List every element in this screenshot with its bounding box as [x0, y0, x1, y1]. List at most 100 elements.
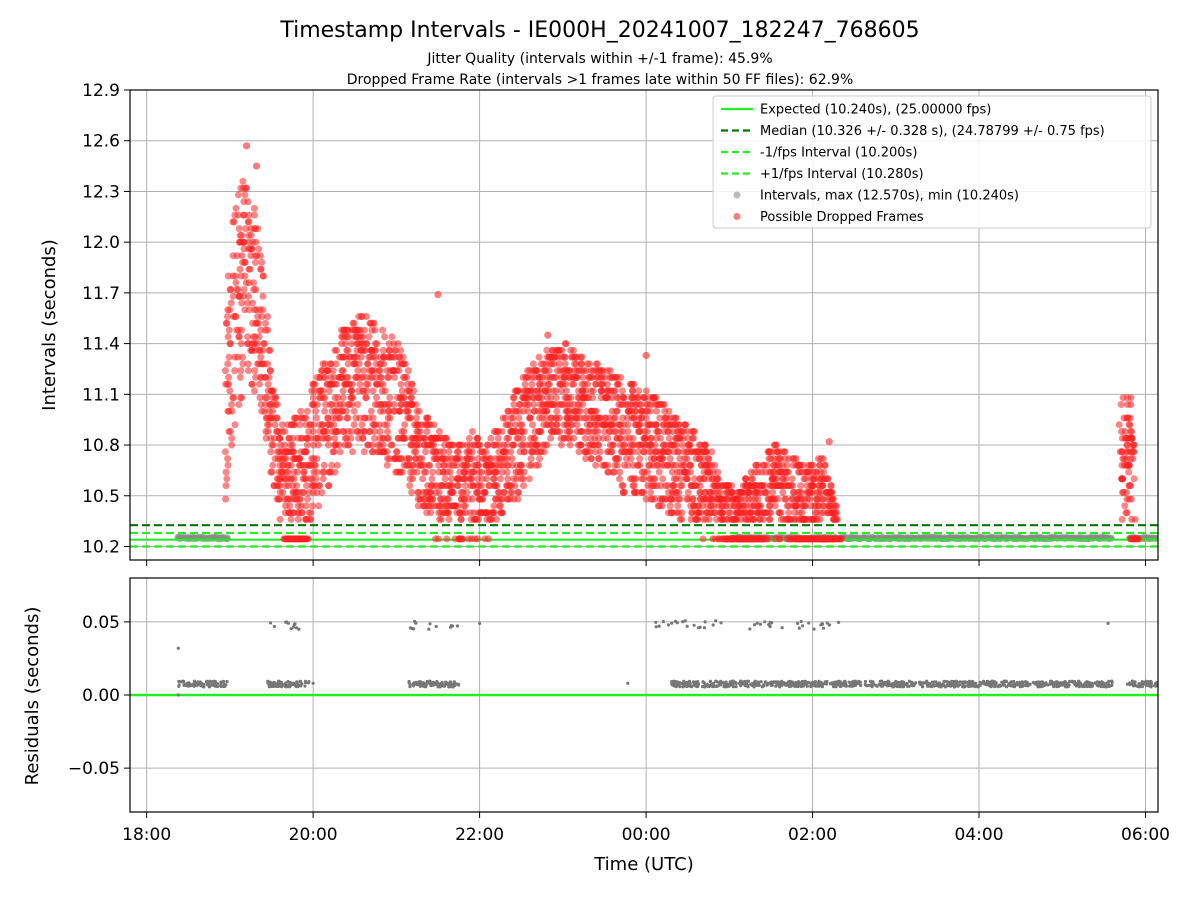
dropped-frame-point [241, 258, 249, 266]
top-y-tick-label: 10.8 [82, 436, 120, 456]
dropped-frame-point [422, 448, 429, 456]
dropped-frame-point [469, 495, 477, 503]
dropped-frame-point [259, 346, 267, 354]
dropped-frame-point [267, 414, 275, 422]
dropped-frame-point [235, 333, 243, 341]
dropped-frame-point [669, 482, 676, 490]
dropped-frame-point [250, 204, 258, 212]
dropped-frame-point [604, 461, 612, 469]
dropped-frame-point [461, 502, 469, 510]
dropped-frame-point [293, 468, 301, 476]
dropped-frame-point [357, 353, 365, 361]
dropped-frame-point [450, 441, 458, 449]
residual-point [731, 679, 735, 683]
residual-point [781, 681, 786, 685]
residual-point [1016, 683, 1020, 687]
dropped-frame-point [504, 475, 512, 483]
dropped-frame-point [1130, 475, 1138, 483]
dropped-frame-point [248, 245, 256, 253]
dropped-frame-point [406, 482, 414, 490]
top-data-layer [130, 142, 1158, 548]
dropped-frame-point [429, 468, 437, 476]
dropped-frame-point [302, 448, 310, 456]
dropped-frame-point [386, 455, 394, 463]
dropped-frame-point [710, 502, 718, 510]
dropped-frame-point [699, 535, 707, 543]
dropped-frame-point [254, 225, 262, 233]
dropped-frame-point [356, 380, 364, 388]
dropped-frame-point [347, 387, 355, 395]
dropped-frame-point [789, 482, 797, 490]
dropped-frame-point [363, 340, 371, 348]
dropped-frame-point [783, 461, 791, 469]
residual-point [894, 679, 898, 684]
residual-point [681, 620, 685, 624]
dropped-frame-point [304, 495, 311, 503]
dropped-frame-point [515, 387, 523, 395]
dropped-frame-point [526, 414, 534, 422]
dropped-frame-point [797, 482, 805, 490]
dropped-frame-point [454, 482, 462, 490]
dropped-frame-point [806, 495, 813, 503]
dropped-frame-point [582, 387, 590, 395]
dropped-frame-point [697, 509, 705, 517]
dropped-frame-point [1125, 461, 1133, 469]
dropped-frame-point [390, 401, 398, 408]
residual-point [675, 621, 679, 625]
dropped-frame-point [456, 455, 464, 463]
dropped-frame-point [683, 455, 691, 463]
dropped-frame-point [1129, 448, 1137, 456]
dropped-frame-point [531, 434, 539, 442]
dropped-frame-point [391, 373, 398, 381]
dropped-frame-point [562, 380, 570, 388]
dropped-frame-point [617, 373, 625, 381]
dropped-frame-point [816, 461, 824, 469]
residual-point [1020, 684, 1024, 689]
dropped-frame-point [361, 346, 369, 354]
dropped-frame-point [407, 394, 415, 402]
dropped-frame-point [643, 468, 651, 476]
residual-point [202, 685, 206, 689]
dropped-frame-point [459, 535, 467, 543]
dropped-frame-point [501, 448, 509, 456]
dropped-frame-point [386, 414, 394, 422]
dropped-frame-point [244, 198, 252, 206]
dropped-frame-point [251, 258, 259, 266]
dropped-frame-point [244, 367, 252, 375]
residual-point [973, 682, 977, 686]
residual-point [1107, 679, 1111, 684]
dropped-frame-point [271, 394, 279, 402]
dropped-frame-point [660, 401, 668, 408]
dropped-frame-point [573, 373, 581, 381]
residual-point [276, 684, 281, 689]
dropped-frame-point [413, 468, 421, 476]
dropped-frame-point [266, 367, 274, 375]
dropped-frame-point [689, 495, 697, 503]
dropped-frame-point [251, 211, 258, 219]
residual-point [957, 683, 961, 688]
residual-point [1083, 681, 1088, 685]
dropped-frame-point [609, 421, 617, 429]
dropped-frame-point [423, 428, 431, 435]
dropped-frame-point [228, 401, 236, 408]
dropped-frame-point [238, 299, 246, 307]
dropped-frame-point [670, 441, 678, 449]
dropped-frame-point [354, 401, 362, 408]
dropped-frame-point [231, 367, 239, 375]
residual-point [285, 684, 289, 688]
residual-point [734, 685, 738, 689]
bottom-y-tick-label: −0.05 [68, 759, 120, 779]
dropped-frame-point [385, 401, 393, 408]
dropped-frame-point [784, 468, 792, 476]
dropped-frame-point [642, 414, 650, 422]
dropped-frame-point [591, 448, 599, 456]
dropped-frame-point [514, 495, 522, 503]
dropped-frame-point [361, 326, 368, 334]
residual-point [897, 683, 901, 687]
dropped-frame-point [334, 394, 342, 402]
dropped-frame-point [335, 441, 343, 449]
dropped-frame-point [809, 482, 817, 490]
dropped-frame-point [701, 441, 709, 449]
residual-point [902, 682, 907, 686]
residual-point [455, 624, 460, 628]
